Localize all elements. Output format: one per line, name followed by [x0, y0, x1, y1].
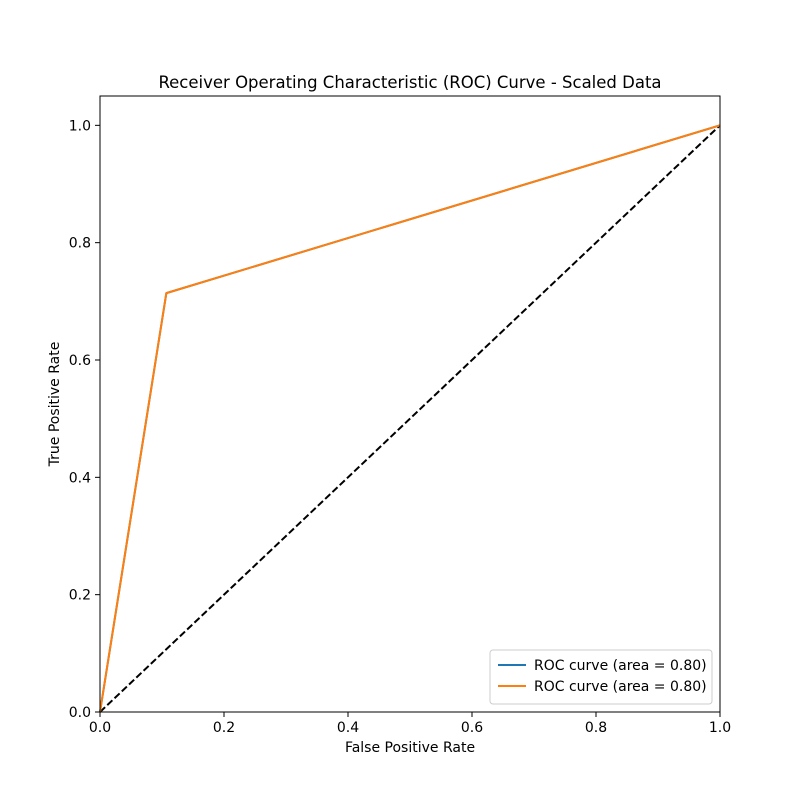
roc-series-line-2: [99, 124, 721, 713]
y-tick-label: 0.4: [69, 470, 91, 486]
x-tick-label: 0.8: [585, 720, 607, 736]
y-tick-label: 0.0: [69, 705, 91, 721]
legend-label-2: ROC curve (area = 0.80): [534, 679, 707, 695]
axis-ticks: 0.0 0.2 0.4 0.6 0.8 1.0 0.0 0.2 0.4 0.6 0.8 1.0: [69, 118, 731, 736]
x-tick-label: 0.4: [337, 720, 359, 736]
x-tick-label: 0.6: [461, 720, 483, 736]
legend: ROC curve (area = 0.80) ROC curve (area =…: [489, 649, 713, 705]
y-tick-label: 0.6: [69, 353, 91, 369]
x-tick-label: 0.0: [89, 720, 111, 736]
y-tick-label: 0.2: [69, 588, 91, 604]
y-axis-label: True Positive Rate: [47, 342, 63, 468]
x-axis-label: False Positive Rate: [345, 740, 475, 756]
y-tick-label: 0.8: [69, 236, 91, 252]
x-tick-label: 1.0: [709, 720, 731, 736]
plot-area: [99, 124, 721, 713]
legend-label-1: ROC curve (area = 0.80): [534, 658, 707, 674]
legend-box: [489, 649, 713, 705]
y-tick-label: 1.0: [69, 118, 91, 134]
x-tick-label: 0.2: [213, 720, 235, 736]
chart-title: Receiver Operating Characteristic (ROC) …: [158, 73, 661, 92]
reference-diagonal-line: [99, 124, 721, 713]
plot-frame: [99, 95, 721, 713]
